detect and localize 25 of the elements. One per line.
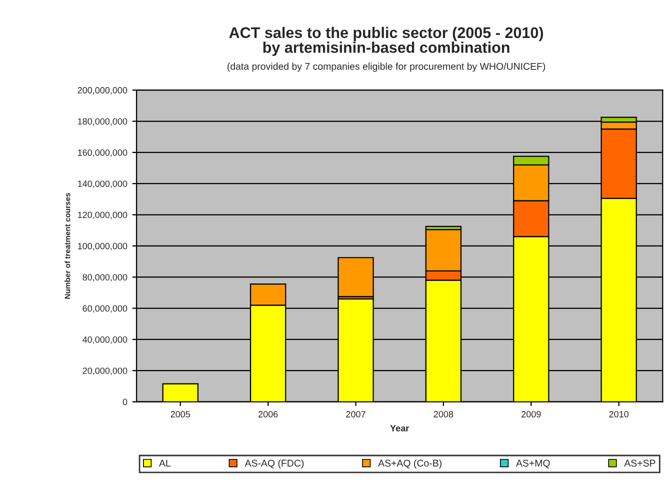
- x-tick-label: 2007: [346, 411, 366, 418]
- x-tick-label: 2010: [609, 411, 629, 418]
- legend-label: AS+AQ (Co-B): [378, 459, 442, 469]
- legend-label: AS+MQ: [516, 460, 550, 468]
- x-tick-label: 2009: [522, 411, 541, 418]
- y-tick-label: 80,000,000: [82, 274, 128, 282]
- x-tick-label: 2006: [258, 411, 278, 418]
- y-tick-label: 100,000,000: [78, 242, 128, 250]
- chart-subtitle: (data provided by 7 companies eligible for procurement by WHO/UNICEF): [227, 62, 546, 72]
- y-tick-label: 120,000,000: [78, 212, 128, 220]
- y-tick-label: 140,000,000: [78, 180, 128, 188]
- x-axis-title: Year: [390, 425, 410, 432]
- y-tick-label: 0: [122, 398, 128, 406]
- x-tick-label: 2008: [434, 411, 454, 418]
- y-tick-label: 160,000,000: [78, 149, 128, 157]
- y-tick-label: 180,000,000: [78, 118, 128, 126]
- y-tick-label: 20,000,000: [82, 368, 128, 376]
- y-tick-label: 200,000,000: [78, 87, 128, 95]
- y-tick-label: 40,000,000: [82, 336, 128, 344]
- x-tick-label: 2005: [170, 411, 190, 418]
- legend-label: AS+SP: [624, 460, 656, 467]
- legend-label: AS-AQ (FDC): [244, 459, 304, 469]
- y-tick-label: 60,000,000: [82, 305, 128, 313]
- legend-label: AL: [158, 460, 171, 466]
- chart-title: ACT sales to the public sector (2005 - 2010) by artemisinin-based combination: [229, 26, 544, 56]
